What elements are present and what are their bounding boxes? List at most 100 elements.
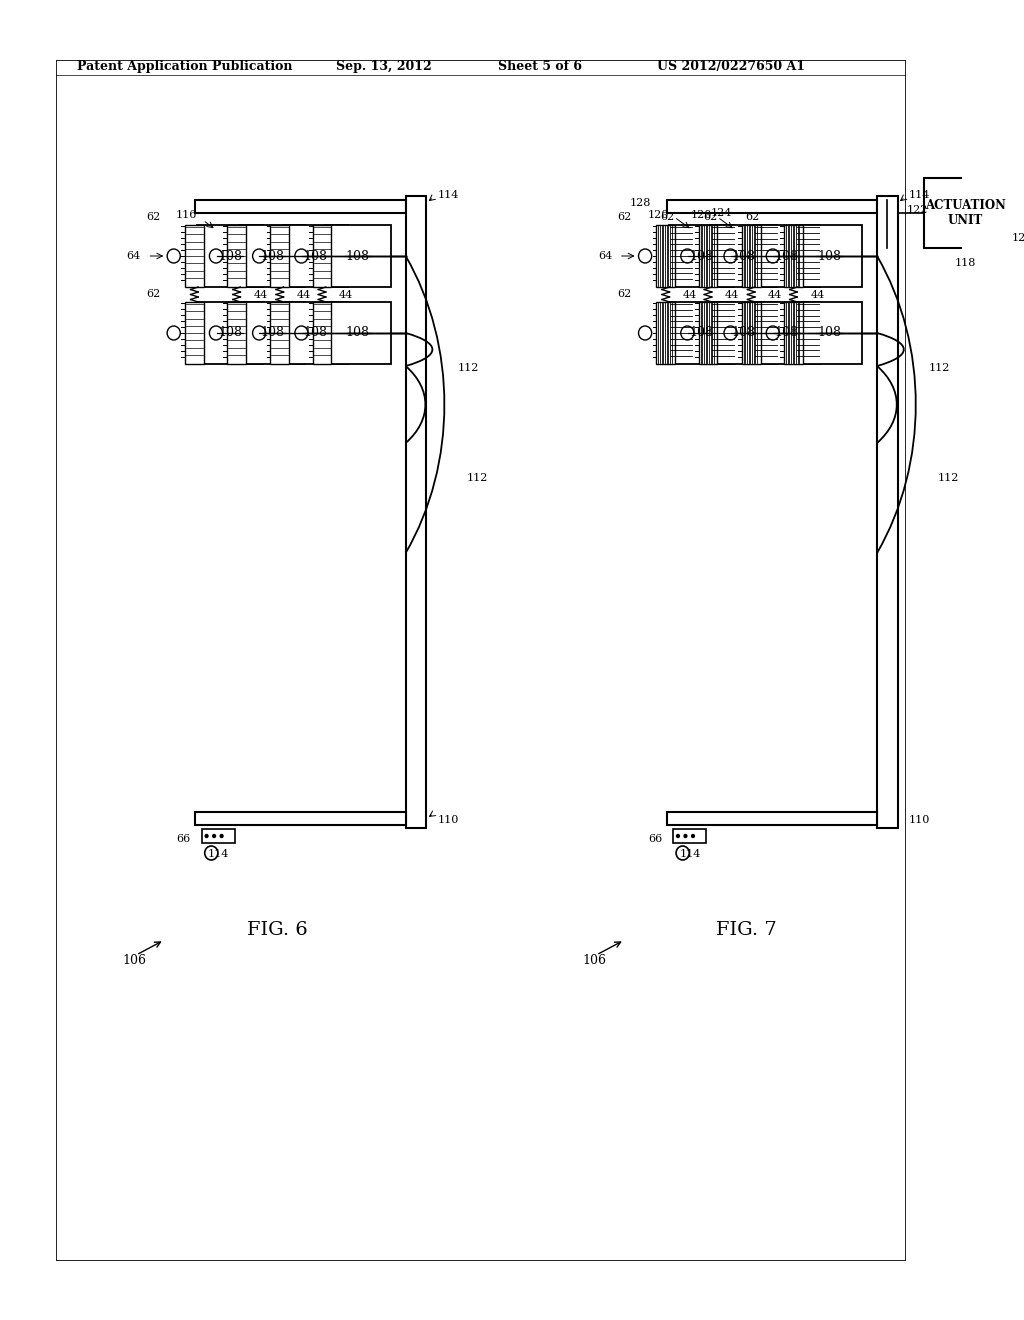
Bar	[227, 224, 246, 286]
Text: 108: 108	[303, 249, 328, 263]
Text: 114: 114	[909, 190, 931, 201]
Text: 62: 62	[659, 213, 674, 222]
Bar	[240, 224, 305, 286]
Bar	[283, 224, 348, 286]
Text: 122: 122	[907, 205, 929, 215]
Bar	[185, 224, 204, 286]
Bar	[924, 178, 1007, 248]
Text: 108: 108	[218, 249, 242, 263]
Text: 114: 114	[208, 849, 229, 859]
Text: 62: 62	[617, 289, 632, 300]
Text: 120: 120	[647, 210, 669, 220]
Bar	[741, 224, 761, 286]
Text: US 2012/0227650 A1: US 2012/0227650 A1	[657, 59, 805, 73]
Text: 62: 62	[745, 213, 760, 222]
Bar	[198, 302, 263, 364]
Text: 62: 62	[146, 289, 161, 300]
Text: 110: 110	[437, 814, 459, 825]
Circle shape	[691, 834, 694, 837]
Bar	[698, 302, 718, 364]
Text: 44: 44	[339, 289, 353, 300]
Text: 66: 66	[176, 834, 190, 843]
Bar	[325, 224, 390, 286]
Bar	[656, 302, 675, 364]
Text: 108: 108	[689, 326, 714, 339]
Bar	[877, 195, 898, 828]
Text: 108: 108	[817, 249, 841, 263]
Bar	[227, 302, 246, 364]
Bar	[667, 201, 877, 213]
Text: 108: 108	[775, 326, 799, 339]
Text: 106: 106	[583, 953, 606, 966]
Text: 120: 120	[690, 210, 712, 220]
Text: 118: 118	[954, 257, 976, 268]
Text: 108: 108	[732, 326, 756, 339]
Bar	[754, 224, 820, 286]
Text: 110: 110	[909, 814, 931, 825]
Circle shape	[205, 834, 208, 837]
Text: 126: 126	[1012, 234, 1024, 243]
Text: 44: 44	[254, 289, 268, 300]
Text: 108: 108	[260, 326, 285, 339]
Bar	[673, 829, 707, 843]
Text: 112: 112	[938, 473, 959, 483]
Text: ACTUATION
UNIT: ACTUATION UNIT	[925, 199, 1006, 227]
Text: 106: 106	[122, 953, 146, 966]
Text: 108: 108	[346, 326, 370, 339]
Text: 114: 114	[680, 849, 700, 859]
Bar	[240, 302, 305, 364]
Circle shape	[684, 834, 687, 837]
Text: 62: 62	[703, 213, 718, 222]
Text: 108: 108	[689, 249, 714, 263]
Text: 108: 108	[732, 249, 756, 263]
Text: 44: 44	[725, 289, 739, 300]
Text: 44: 44	[768, 289, 782, 300]
Bar	[656, 224, 675, 286]
Bar	[711, 224, 776, 286]
Circle shape	[213, 834, 215, 837]
Text: 114: 114	[437, 190, 459, 201]
Text: 108: 108	[218, 326, 242, 339]
Bar	[797, 302, 862, 364]
Bar	[185, 302, 204, 364]
Bar	[669, 224, 734, 286]
Bar	[406, 195, 426, 828]
Bar	[325, 302, 390, 364]
Text: Patent Application Publication: Patent Application Publication	[77, 59, 293, 73]
Text: Sheet 5 of 6: Sheet 5 of 6	[498, 59, 582, 73]
Bar	[711, 302, 776, 364]
Bar	[312, 302, 332, 364]
Text: 112: 112	[467, 473, 488, 483]
Text: 124: 124	[711, 209, 732, 218]
Text: 62: 62	[617, 213, 632, 222]
Bar	[283, 302, 348, 364]
Bar	[667, 812, 877, 825]
Text: 64: 64	[598, 251, 612, 261]
Text: Sep. 13, 2012: Sep. 13, 2012	[336, 59, 432, 73]
Bar	[784, 224, 803, 286]
Bar	[198, 224, 263, 286]
Bar	[797, 224, 862, 286]
Bar	[741, 302, 761, 364]
Bar	[754, 302, 820, 364]
Circle shape	[220, 834, 223, 837]
Text: 112: 112	[458, 363, 478, 374]
Bar	[784, 302, 803, 364]
Text: FIG. 7: FIG. 7	[716, 921, 777, 939]
Text: 108: 108	[346, 249, 370, 263]
Text: 108: 108	[817, 326, 841, 339]
Bar	[270, 224, 289, 286]
Text: 62: 62	[146, 213, 161, 222]
Bar	[669, 302, 734, 364]
Text: 44: 44	[683, 289, 697, 300]
Text: FIG. 6: FIG. 6	[247, 921, 307, 939]
Text: 128: 128	[630, 198, 651, 209]
Bar	[698, 224, 718, 286]
Text: 44: 44	[297, 289, 311, 300]
Text: 64: 64	[127, 251, 141, 261]
Text: 112: 112	[929, 363, 950, 374]
Bar	[196, 201, 406, 213]
Text: 116: 116	[176, 210, 198, 220]
Bar	[202, 829, 234, 843]
Circle shape	[677, 834, 679, 837]
